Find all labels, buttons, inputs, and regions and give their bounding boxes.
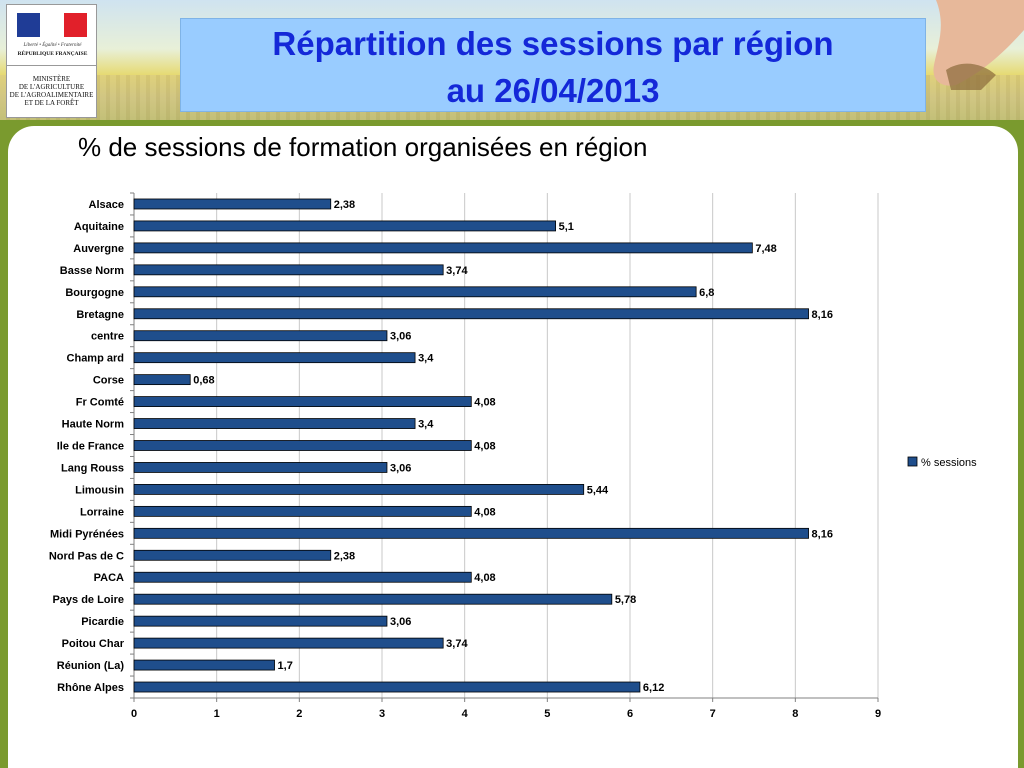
slide-title-box: Répartition des sessions par région au 2… bbox=[180, 18, 926, 112]
y-tick-label: Lang Rouss bbox=[61, 462, 124, 474]
logo-divider bbox=[7, 65, 96, 66]
y-tick-label: Champ ard bbox=[67, 353, 124, 365]
bar bbox=[133, 659, 275, 671]
ministry-name: MINISTÈRE DE L'AGRICULTURE DE L'AGROALIM… bbox=[9, 75, 94, 107]
y-tick-label: Basse Norm bbox=[60, 265, 124, 277]
bar bbox=[133, 418, 416, 429]
data-label: 4,08 bbox=[474, 572, 495, 584]
bar bbox=[133, 330, 388, 342]
data-label: 8,16 bbox=[812, 528, 833, 540]
data-label: 0,68 bbox=[193, 375, 214, 387]
data-label: 4,08 bbox=[474, 441, 495, 453]
data-label: 8,16 bbox=[812, 309, 833, 321]
data-label: 4,08 bbox=[474, 397, 495, 409]
data-label: 4,08 bbox=[474, 506, 495, 518]
y-tick-label: Poitou Char bbox=[62, 638, 125, 650]
y-tick-label: Pays de Loire bbox=[52, 594, 124, 606]
data-label: 3,06 bbox=[390, 331, 411, 343]
bar bbox=[133, 374, 191, 386]
y-tick-label: Nord Pas de C bbox=[49, 550, 124, 562]
y-tick-label: Corse bbox=[93, 375, 124, 387]
y-tick-label: Bretagne bbox=[76, 309, 124, 321]
bar bbox=[133, 593, 613, 605]
x-tick-label: 8 bbox=[792, 708, 798, 720]
ministry-logo: Liberté • Égalité • Fraternité RÉPUBLIQU… bbox=[6, 4, 97, 118]
bar bbox=[133, 352, 416, 364]
y-tick-label: centre bbox=[91, 331, 124, 343]
x-tick-label: 9 bbox=[875, 708, 881, 720]
data-label: 3,4 bbox=[418, 419, 434, 431]
legend-swatch bbox=[907, 456, 918, 467]
bar bbox=[133, 615, 388, 627]
x-tick-label: 6 bbox=[627, 708, 633, 720]
x-tick-label: 5 bbox=[544, 708, 550, 720]
data-label: 5,44 bbox=[587, 484, 609, 496]
y-tick-label: Bourgogne bbox=[65, 287, 124, 299]
data-label: 6,12 bbox=[643, 682, 664, 694]
data-label: 3,06 bbox=[390, 462, 411, 474]
x-tick-label: 3 bbox=[379, 708, 385, 720]
bar bbox=[133, 308, 809, 320]
data-label: 7,48 bbox=[755, 243, 776, 255]
x-tick-label: 7 bbox=[710, 708, 716, 720]
republic-motto: Liberté • Égalité • Fraternité bbox=[23, 43, 82, 48]
bar bbox=[133, 637, 444, 649]
data-label: 1,7 bbox=[278, 660, 293, 672]
y-tick-label: Ile de France bbox=[57, 441, 124, 453]
bar bbox=[133, 286, 697, 298]
bar bbox=[133, 462, 388, 473]
bar bbox=[133, 264, 444, 276]
y-tick-label: Auvergne bbox=[73, 243, 124, 255]
hand-with-soil-image bbox=[933, 0, 1024, 90]
bar bbox=[133, 571, 472, 583]
bar bbox=[133, 220, 557, 232]
data-label: 5,78 bbox=[615, 594, 636, 606]
data-label: 2,38 bbox=[334, 199, 355, 211]
bar bbox=[133, 440, 472, 451]
y-tick-label: Fr Comté bbox=[76, 397, 124, 409]
y-tick-label: Limousin bbox=[75, 484, 124, 496]
bar bbox=[133, 527, 809, 539]
x-tick-label: 0 bbox=[131, 708, 137, 720]
y-tick-label: Haute Norm bbox=[62, 419, 125, 431]
bar bbox=[133, 242, 753, 254]
bar bbox=[133, 198, 332, 210]
y-tick-label: Aquitaine bbox=[74, 221, 124, 233]
bar bbox=[133, 681, 641, 693]
y-tick-label: Picardie bbox=[81, 616, 124, 628]
slide-title-line-1: Répartition des sessions par région bbox=[272, 25, 834, 62]
data-label: 3,06 bbox=[390, 616, 411, 628]
x-tick-label: 2 bbox=[296, 708, 302, 720]
legend-label: % sessions bbox=[921, 457, 977, 469]
bar bbox=[133, 484, 585, 495]
x-tick-label: 1 bbox=[214, 708, 220, 720]
y-tick-label: Midi Pyrénées bbox=[50, 528, 124, 540]
data-label: 2,38 bbox=[334, 550, 355, 562]
bar bbox=[133, 549, 332, 561]
data-label: 3,74 bbox=[446, 638, 468, 650]
bar bbox=[133, 396, 472, 407]
data-label: 3,4 bbox=[418, 353, 434, 365]
data-label: 3,74 bbox=[446, 265, 468, 277]
y-tick-label: Alsace bbox=[89, 199, 124, 211]
y-tick-label: Rhône Alpes bbox=[57, 682, 124, 694]
bar bbox=[133, 505, 472, 517]
y-tick-label: Réunion (La) bbox=[57, 660, 125, 672]
y-tick-label: Lorraine bbox=[80, 506, 124, 518]
data-label: 5,1 bbox=[559, 221, 574, 233]
french-flag-icon bbox=[17, 13, 87, 37]
y-tick-label: PACA bbox=[94, 572, 124, 584]
republic-name: RÉPUBLIQUE FRANÇAISE bbox=[17, 51, 88, 57]
data-label: 6,8 bbox=[699, 287, 714, 299]
x-tick-label: 4 bbox=[462, 708, 469, 720]
slide-title-line-2: au 26/04/2013 bbox=[446, 72, 660, 109]
slide-subtitle: % de sessions de formation organisées en… bbox=[78, 132, 648, 162]
